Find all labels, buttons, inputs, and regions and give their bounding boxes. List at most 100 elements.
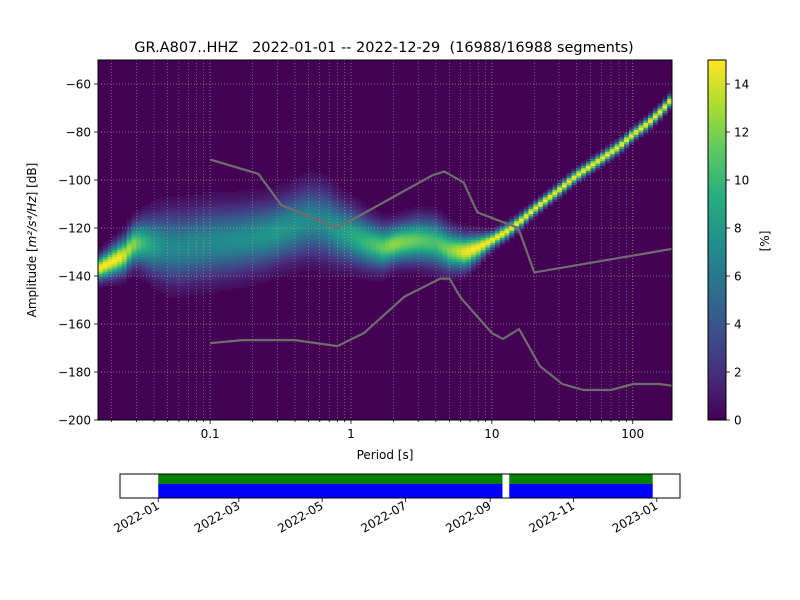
psd-cell [294, 228, 300, 231]
psd-cell [227, 273, 233, 277]
psd-cell [351, 242, 357, 246]
psd-cell [361, 259, 367, 262]
psd-cell [160, 280, 166, 284]
psd-cell [595, 153, 601, 157]
psd-cell [437, 211, 443, 214]
psd-cell [217, 206, 223, 210]
psd-cell [160, 242, 166, 246]
psd-cell [270, 187, 276, 190]
psd-cell [131, 211, 137, 214]
psd-cell [169, 252, 175, 255]
psd-cell [179, 199, 185, 202]
psd-cell [193, 273, 199, 277]
psd-cell [145, 271, 152, 274]
psd-cell [337, 273, 343, 277]
psd-cell [523, 223, 529, 226]
psd-cell [456, 256, 462, 260]
psd-cell [456, 223, 462, 226]
psd-cell [217, 280, 223, 284]
psd-cell [298, 261, 305, 265]
psd-cell [141, 261, 147, 265]
psd-cell [179, 295, 185, 298]
psd-cell [408, 225, 415, 229]
psd-cell [212, 204, 218, 207]
psd-cell [581, 177, 587, 181]
psd-cell [475, 228, 482, 231]
psd-cell [174, 285, 180, 289]
psd-cell [255, 259, 262, 262]
psd-cell [241, 280, 247, 284]
psd-cell [365, 273, 372, 277]
psd-cell [514, 232, 520, 236]
psd-cell [322, 218, 328, 222]
psd-cell [231, 220, 238, 224]
psd-cell [217, 276, 223, 279]
psd-cell [294, 223, 300, 226]
psd-cell [346, 211, 352, 214]
psd-cell [260, 216, 266, 219]
psd-cell [303, 247, 309, 250]
psd-cell [365, 249, 372, 253]
psd-cell [231, 192, 238, 195]
psd-cell [313, 182, 319, 186]
psd-cell [375, 235, 381, 238]
psd-cell [432, 206, 439, 210]
psd-cell [451, 237, 458, 241]
psd-cell [509, 235, 515, 238]
psd-cell [255, 189, 262, 193]
psd-cell [227, 280, 233, 284]
psd-cell [274, 225, 281, 229]
psd-cell [404, 220, 410, 224]
psd-cell [198, 230, 204, 234]
psd-cell [169, 273, 175, 277]
psd-cell [184, 264, 190, 267]
psd-cell [260, 213, 266, 217]
psd-cell [231, 232, 238, 236]
psd-cell [657, 115, 663, 118]
psd-cell [365, 268, 372, 272]
psd-cell [251, 266, 257, 270]
psd-cell [466, 249, 472, 253]
psd-cell [284, 273, 290, 277]
psd-cell [155, 285, 161, 289]
psd-cell [231, 240, 238, 243]
psd-cell [150, 244, 156, 248]
psd-cell [145, 208, 152, 212]
psd-cell [174, 256, 180, 260]
psd-cell [385, 240, 391, 243]
psd-cell [222, 285, 228, 289]
psd-cell [346, 218, 352, 222]
psd-cell [394, 249, 400, 253]
psd-cell [451, 264, 458, 267]
psd-cell [428, 232, 434, 236]
psd-cell [394, 244, 400, 248]
psd-cell [289, 247, 295, 250]
psd-cell [657, 112, 663, 116]
psd-cell [279, 232, 285, 236]
psd-cell [495, 247, 501, 250]
psd-cell [126, 228, 132, 231]
psd-cell [408, 249, 415, 253]
psd-cell [581, 163, 587, 166]
psd-cell [217, 223, 223, 226]
psd-cell [117, 278, 123, 282]
psd-cell [150, 271, 156, 274]
psd-cell [332, 273, 338, 277]
psd-cell [619, 146, 625, 150]
psd-cell [361, 252, 367, 255]
psd-cell [423, 244, 429, 248]
psd-cell [193, 237, 199, 241]
psd-cell [327, 235, 333, 238]
psd-cell [169, 268, 175, 272]
psd-cell [188, 254, 195, 258]
psd-cell [198, 273, 204, 277]
psd-cell [255, 206, 262, 210]
psd-cell [217, 230, 223, 234]
psd-cell [150, 237, 156, 241]
psd-cell [571, 168, 577, 171]
psd-cell [303, 249, 309, 253]
psd-cell [284, 256, 290, 260]
psd-cell [265, 208, 271, 212]
psd-cell [365, 266, 372, 270]
psd-cell [289, 189, 295, 193]
